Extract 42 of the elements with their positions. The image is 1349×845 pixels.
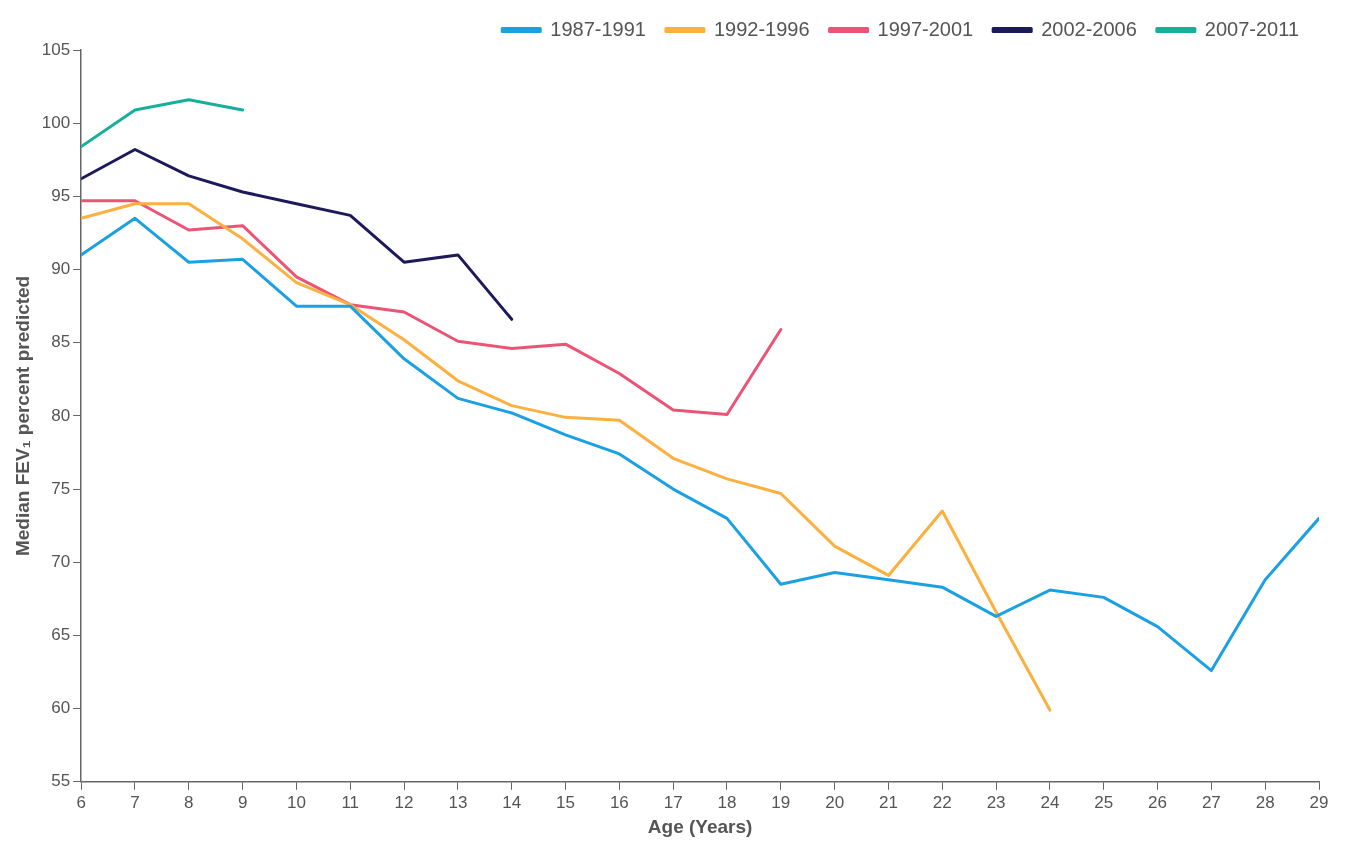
x-tick-label: 19 — [771, 792, 791, 812]
x-tick-label: 9 — [237, 792, 248, 812]
x-tick-label: 28 — [1255, 792, 1275, 812]
x-tick-label: 11 — [341, 792, 360, 812]
x-tick-label: 6 — [76, 792, 86, 812]
x-tick-label: 21 — [878, 792, 898, 812]
x-tick-label: 23 — [986, 792, 1006, 812]
y-tick-label: 75 — [51, 478, 71, 498]
legend-label: 1997-2001 — [877, 17, 974, 40]
x-tick-label: 26 — [1148, 792, 1167, 812]
x-tick-label: 14 — [502, 792, 522, 812]
x-tick-label: 16 — [609, 792, 629, 812]
y-tick-label: 80 — [51, 405, 71, 425]
y-tick-label: 55 — [51, 771, 71, 791]
y-tick-label: 60 — [51, 698, 71, 718]
x-tick-label: 20 — [825, 792, 845, 812]
x-tick-label: 17 — [663, 792, 683, 812]
x-tick-label: 10 — [286, 792, 306, 812]
x-tick-label: 27 — [1201, 792, 1221, 812]
x-tick-label: 8 — [184, 792, 194, 812]
y-tick-label: 105 — [41, 39, 71, 59]
y-tick-label: 65 — [51, 625, 71, 645]
x-tick-label: 12 — [394, 792, 414, 812]
legend-label: 1987-1991 — [550, 17, 646, 40]
y-tick-label: 90 — [51, 259, 71, 279]
x-tick-label: 22 — [932, 792, 952, 812]
x-tick-label: 7 — [130, 792, 140, 812]
x-tick-label: 18 — [717, 792, 737, 812]
y-tick-label: 95 — [51, 186, 71, 206]
legend-label: 2007-2011 — [1204, 17, 1300, 40]
y-tick-label: 85 — [51, 332, 71, 352]
legend-label: 2002-2006 — [1041, 17, 1137, 40]
y-tick-label: 70 — [51, 551, 71, 571]
x-tick-label: 13 — [448, 792, 468, 812]
x-tick-label: 15 — [556, 792, 575, 812]
legend-label: 1992-1996 — [713, 17, 810, 40]
x-tick-label: 24 — [1040, 792, 1060, 812]
x-axis-title: Age (Years) — [647, 815, 753, 837]
y-axis-title: Median FEV₁ percent predicted — [11, 275, 33, 557]
x-tick-label: 25 — [1094, 792, 1114, 812]
y-tick-label: 100 — [41, 112, 71, 132]
x-tick-label: 29 — [1309, 792, 1329, 812]
